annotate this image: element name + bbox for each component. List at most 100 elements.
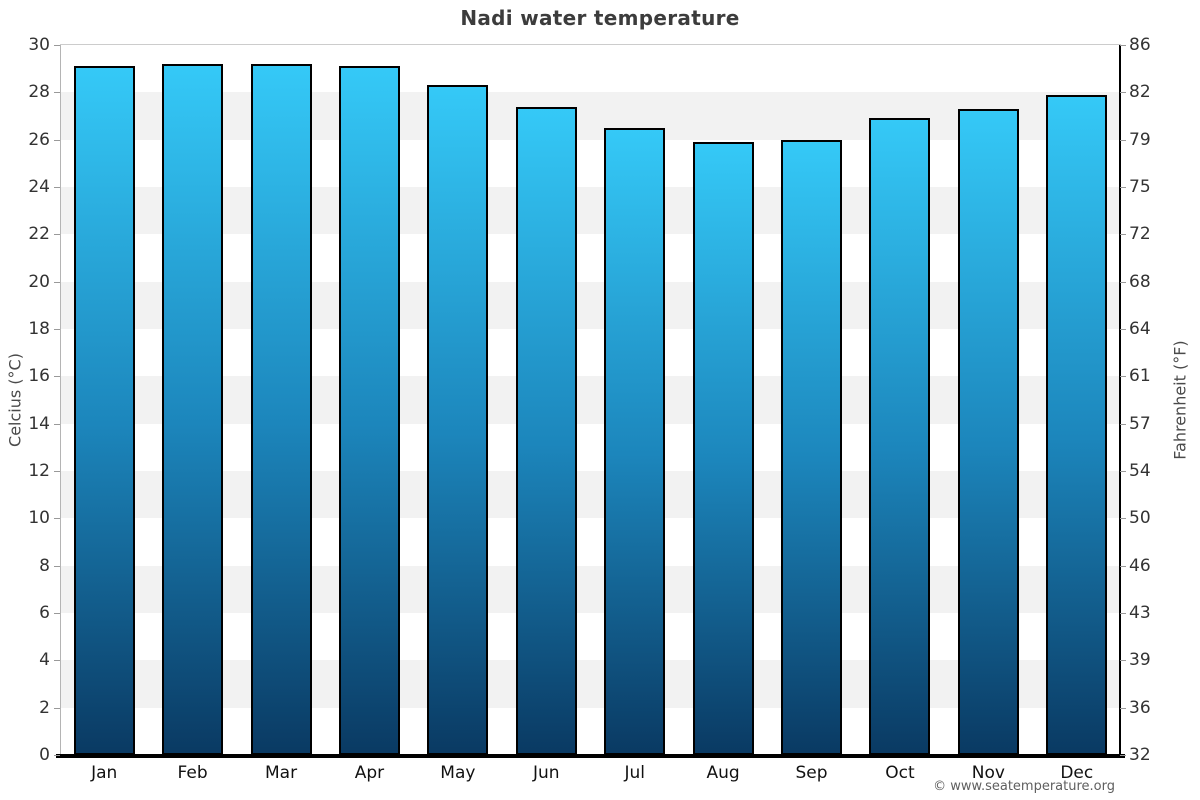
bar-jun — [515, 106, 577, 755]
fahrenheit-tick-mark — [1120, 707, 1126, 709]
bottom-spine — [56, 754, 1125, 758]
fahrenheit-tick-label: 86 — [1129, 35, 1151, 55]
celsius-tick-mark — [54, 707, 60, 709]
fahrenheit-tick-label: 75 — [1129, 177, 1151, 197]
bar-feb — [162, 63, 224, 755]
bar-sep — [781, 139, 843, 755]
bar-may — [427, 85, 489, 755]
month-label-oct: Oct — [885, 763, 915, 783]
celsius-tick-label: 12 — [28, 461, 50, 481]
celsius-tick-mark — [54, 471, 60, 472]
fahrenheit-tick-label: 79 — [1129, 129, 1151, 150]
fahrenheit-tick-mark — [1120, 234, 1126, 236]
month-label-aug: Aug — [706, 763, 740, 783]
fahrenheit-tick-label: 68 — [1129, 271, 1151, 292]
fahrenheit-tick-mark — [1120, 187, 1126, 188]
celsius-axis-title: Celcius (°C) — [5, 353, 25, 447]
celsius-tick-mark — [54, 660, 60, 662]
celsius-tick-label: 2 — [39, 697, 50, 718]
celsius-tick-mark — [54, 92, 60, 94]
fahrenheit-tick-label: 46 — [1129, 555, 1151, 576]
celsius-tick-mark — [54, 376, 60, 378]
celsius-tick-mark — [54, 234, 60, 236]
fahrenheit-tick-label: 72 — [1129, 224, 1151, 245]
fahrenheit-tick-label: 54 — [1129, 461, 1151, 481]
fahrenheit-tick-label: 61 — [1129, 366, 1151, 387]
fahrenheit-tick-label: 64 — [1129, 319, 1151, 339]
month-label-mar: Mar — [264, 763, 298, 783]
celsius-tick-label: 4 — [39, 650, 50, 671]
fahrenheit-tick-label: 39 — [1129, 650, 1151, 671]
grid-band — [60, 187, 1121, 235]
fahrenheit-tick-mark — [1120, 755, 1126, 756]
fahrenheit-tick-label: 57 — [1129, 413, 1151, 434]
bar-jul — [604, 127, 666, 755]
celsius-tick-label: 30 — [28, 35, 50, 55]
grid-band — [60, 92, 1121, 140]
bar-jan — [73, 66, 135, 755]
celsius-tick-mark — [54, 518, 60, 520]
celsius-tick-mark — [54, 423, 60, 425]
fahrenheit-tick-mark — [1120, 376, 1126, 378]
attribution: © www.seatemperature.org — [933, 779, 1115, 794]
celsius-tick-label: 24 — [28, 177, 50, 197]
left-spine — [60, 45, 61, 755]
grid-band — [60, 565, 1121, 613]
celsius-tick-mark — [54, 613, 60, 614]
celsius-tick-label: 14 — [28, 413, 50, 434]
celsius-tick-mark — [54, 139, 60, 141]
bar-mar — [250, 63, 312, 755]
celsius-tick-label: 22 — [28, 224, 50, 245]
month-label-feb: Feb — [177, 763, 208, 783]
month-label-jun: Jun — [533, 763, 560, 783]
celsius-tick-label: 0 — [39, 745, 50, 765]
top-spine — [60, 44, 1121, 45]
month-label-may: May — [440, 763, 476, 783]
fahrenheit-tick-label: 50 — [1129, 508, 1151, 529]
grid-band — [60, 660, 1121, 708]
month-label-dec: Dec — [1060, 763, 1094, 783]
grid-band — [60, 471, 1121, 519]
bar-dec — [1046, 94, 1108, 755]
celsius-tick-label: 26 — [28, 129, 50, 150]
fahrenheit-tick-label: 32 — [1129, 745, 1151, 765]
celsius-tick-label: 10 — [28, 508, 50, 529]
bar-aug — [692, 142, 754, 755]
fahrenheit-tick-label: 82 — [1129, 82, 1151, 103]
celsius-tick-mark — [54, 755, 60, 756]
fahrenheit-tick-mark — [1120, 471, 1126, 472]
grid-band — [60, 376, 1121, 424]
month-label-sep: Sep — [795, 763, 828, 783]
bar-nov — [957, 108, 1019, 755]
celsius-tick-label: 16 — [28, 366, 50, 387]
celsius-tick-mark — [54, 565, 60, 567]
celsius-tick-label: 20 — [28, 271, 50, 292]
month-label-jan: Jan — [91, 763, 118, 783]
right-spine — [1119, 45, 1121, 755]
fahrenheit-axis-title: Fahrenheit (°F) — [1170, 340, 1190, 460]
month-label-nov: Nov — [971, 763, 1005, 783]
celsius-tick-label: 28 — [28, 82, 50, 103]
celsius-tick-mark — [54, 187, 60, 188]
fahrenheit-tick-mark — [1120, 92, 1126, 94]
fahrenheit-tick-label: 43 — [1129, 603, 1151, 623]
celsius-tick-mark — [54, 281, 60, 283]
bar-oct — [869, 118, 931, 755]
grid-band — [60, 281, 1121, 329]
celsius-tick-label: 18 — [28, 319, 50, 339]
fahrenheit-tick-mark — [1120, 423, 1126, 425]
fahrenheit-tick-mark — [1120, 329, 1126, 330]
celsius-tick-mark — [54, 329, 60, 330]
fahrenheit-tick-mark — [1120, 613, 1126, 614]
fahrenheit-tick-mark — [1120, 281, 1126, 283]
fahrenheit-tick-mark — [1120, 660, 1126, 662]
fahrenheit-tick-mark — [1120, 45, 1126, 46]
fahrenheit-tick-mark — [1120, 518, 1126, 520]
month-label-jul: Jul — [624, 763, 645, 783]
chart-title: Nadi water temperature — [460, 6, 740, 30]
fahrenheit-tick-mark — [1120, 565, 1126, 567]
month-label-apr: Apr — [354, 763, 385, 783]
fahrenheit-tick-mark — [1120, 139, 1126, 141]
fahrenheit-tick-label: 36 — [1129, 697, 1151, 718]
